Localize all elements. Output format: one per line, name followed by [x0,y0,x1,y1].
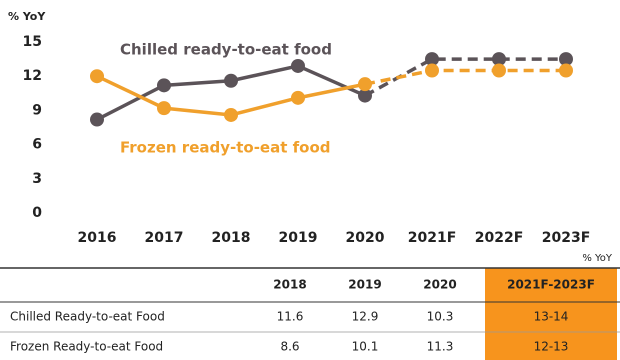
point [157,78,171,93]
series-label: Frozen ready-to-eat food [120,139,331,157]
y-tick-label: 9 [32,102,42,118]
row-label: Frozen Ready-to-eat Food [10,340,163,354]
cell: 8.6 [280,340,299,354]
x-tick-label: 2020 [346,230,385,246]
point [90,112,104,127]
y-tick-label: 6 [32,137,42,153]
x-tick-label: 2019 [279,230,318,246]
cell: 13-14 [534,310,569,324]
forecast-column [485,268,617,360]
table-unit: % YoY [582,253,613,264]
point [224,107,238,122]
x-tick-label: 2016 [78,230,117,246]
column-header: 2020 [423,278,456,292]
x-tick-label: 2018 [212,230,251,246]
point [358,88,372,103]
forecast-line [364,68,566,86]
point [425,52,439,67]
point [559,52,573,67]
point [358,77,372,92]
point [559,63,573,78]
y-unit: % YoY [8,10,46,23]
column-header: 2021F-2023F [507,278,595,292]
y-tick-label: 0 [32,205,42,221]
cell: 12-13 [534,340,569,354]
y-tick-label: 12 [23,68,42,84]
point [90,69,104,84]
column-header: 2019 [348,278,381,292]
point [425,63,439,78]
point [291,90,305,105]
cell: 11.6 [277,310,304,324]
cell: 11.3 [427,340,454,354]
x-tick-label: 2023F [542,230,591,246]
x-tick-label: 2017 [145,230,184,246]
cell: 12.9 [352,310,379,324]
point [224,73,238,88]
point [492,63,506,78]
row-label: Chilled Ready-to-eat Food [10,310,165,324]
cell: 10.1 [352,340,379,354]
series-label: Chilled ready-to-eat food [120,41,332,59]
point [492,52,506,67]
x-tick-label: 2022F [475,230,524,246]
cell: 10.3 [427,310,454,324]
x-tick-label: 2021F [408,230,457,246]
point [291,58,305,73]
y-tick-label: 15 [23,34,42,50]
table: % YoY [0,253,620,360]
point [157,101,171,116]
column-header: 2018 [273,278,306,292]
y-tick-label: 3 [32,171,42,187]
